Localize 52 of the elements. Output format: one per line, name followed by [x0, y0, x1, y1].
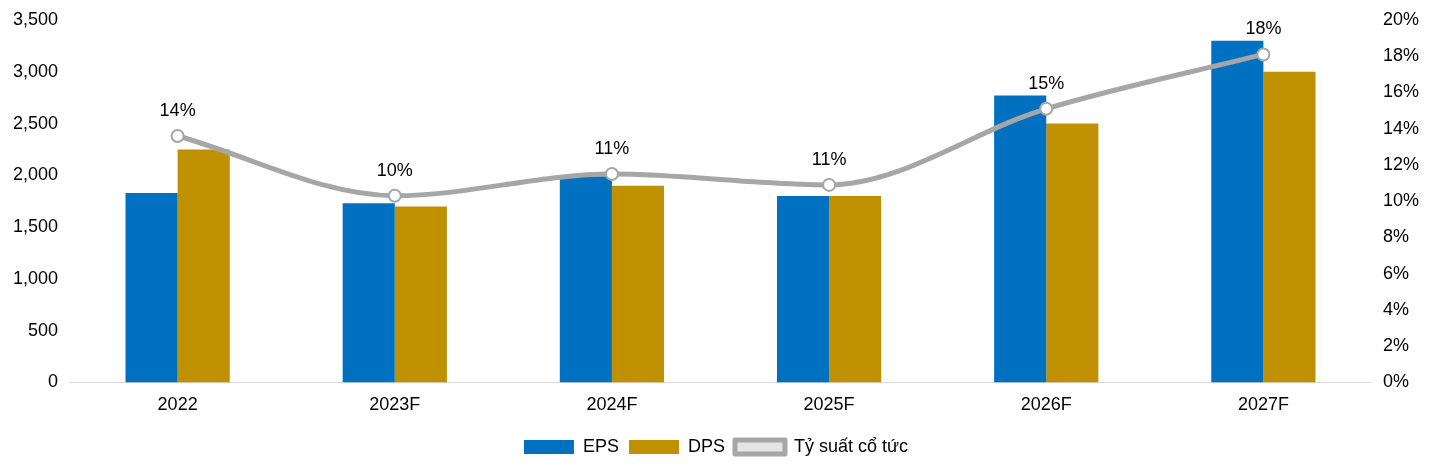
point — [822, 177, 837, 192]
data-label: 11% — [811, 148, 847, 169]
data-label: 18% — [1245, 18, 1282, 39]
y-tick-label: 0 — [48, 371, 59, 392]
y2-tick-label: 6% — [1382, 262, 1409, 283]
data-label: 11% — [594, 137, 630, 158]
bar — [829, 196, 882, 383]
y2-tick-label: 14% — [1382, 117, 1419, 138]
x-tick-label: 2025F — [803, 394, 855, 415]
bar — [125, 192, 178, 383]
bar — [611, 185, 665, 383]
x-tick-label: 2027F — [1237, 394, 1289, 415]
bar — [559, 176, 612, 383]
y-tick-label: 3,500 — [13, 8, 59, 29]
y-tick-label: 1,500 — [13, 216, 59, 237]
y2-tick-label: 18% — [1382, 45, 1419, 66]
x-tick-label: 2024F — [586, 394, 638, 415]
x-tick-label: 2023F — [369, 394, 421, 415]
data-label: 14% — [159, 99, 196, 120]
point — [604, 167, 619, 182]
y2-tick-label: 2% — [1382, 335, 1409, 356]
bar — [1263, 71, 1316, 383]
bar — [342, 203, 395, 383]
y2-tick-label: 12% — [1382, 153, 1419, 174]
y2-tick-label: 8% — [1382, 226, 1409, 247]
y-tick-label: 1,000 — [13, 267, 59, 288]
bar — [1046, 123, 1099, 383]
data-label: 15% — [1028, 72, 1065, 93]
bar — [994, 95, 1047, 383]
point — [1256, 47, 1271, 62]
bar — [394, 206, 447, 383]
bar — [776, 196, 830, 383]
legend-label: DPS — [687, 435, 725, 456]
point — [387, 188, 402, 203]
data-label: 10% — [376, 159, 413, 180]
y2-tick-label: 4% — [1382, 298, 1409, 319]
y2-tick-label: 0% — [1382, 371, 1409, 392]
bar — [1211, 40, 1264, 383]
point — [170, 128, 185, 143]
y2-tick-label: 10% — [1382, 190, 1419, 211]
y-tick-label: 2,500 — [13, 112, 59, 133]
y-tick-label: 500 — [28, 319, 59, 340]
y2-tick-label: 16% — [1382, 81, 1419, 102]
bar — [177, 149, 230, 383]
x-tick-label: 2022 — [157, 394, 198, 415]
y2-tick-label: 20% — [1382, 8, 1419, 29]
legend-label: EPS — [582, 435, 619, 456]
legend-label: Tỷ suất cổ tức — [793, 435, 909, 456]
point — [1039, 101, 1054, 116]
y-tick-label: 2,000 — [13, 164, 59, 185]
x-tick-label: 2026F — [1020, 394, 1072, 415]
y-tick-label: 3,000 — [13, 60, 59, 81]
